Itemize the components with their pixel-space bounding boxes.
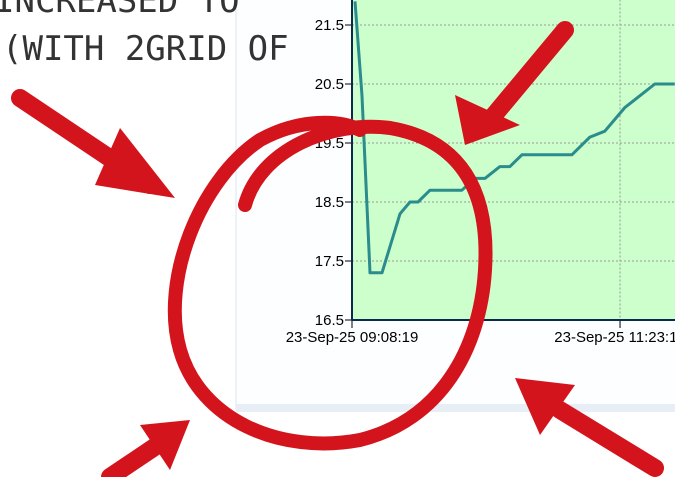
y-tick-label: 16.5 <box>315 312 344 329</box>
red-arrow <box>560 410 655 468</box>
y-tick-label: 18.5 <box>315 194 344 211</box>
y-tick-label: 21.5 <box>315 17 344 34</box>
chart: 16.517.518.519.520.521.523-Sep-25 09:08:… <box>0 0 675 477</box>
annotation: INCREASED TO <box>0 0 240 21</box>
x-tick-label: 23-Sep-25 09:08:19 <box>286 329 419 346</box>
page: 16.517.518.519.520.521.523-Sep-25 09:08:… <box>0 0 675 477</box>
red-arrow-head <box>95 128 175 198</box>
annotation: (WITH 2GRID OF <box>2 29 289 69</box>
y-tick-label: 17.5 <box>315 253 344 270</box>
x-tick-label: 23-Sep-25 11:23:19 <box>554 329 675 346</box>
panel-shadow <box>236 404 675 412</box>
y-tick-label: 20.5 <box>315 76 344 93</box>
plot-area <box>352 0 675 320</box>
